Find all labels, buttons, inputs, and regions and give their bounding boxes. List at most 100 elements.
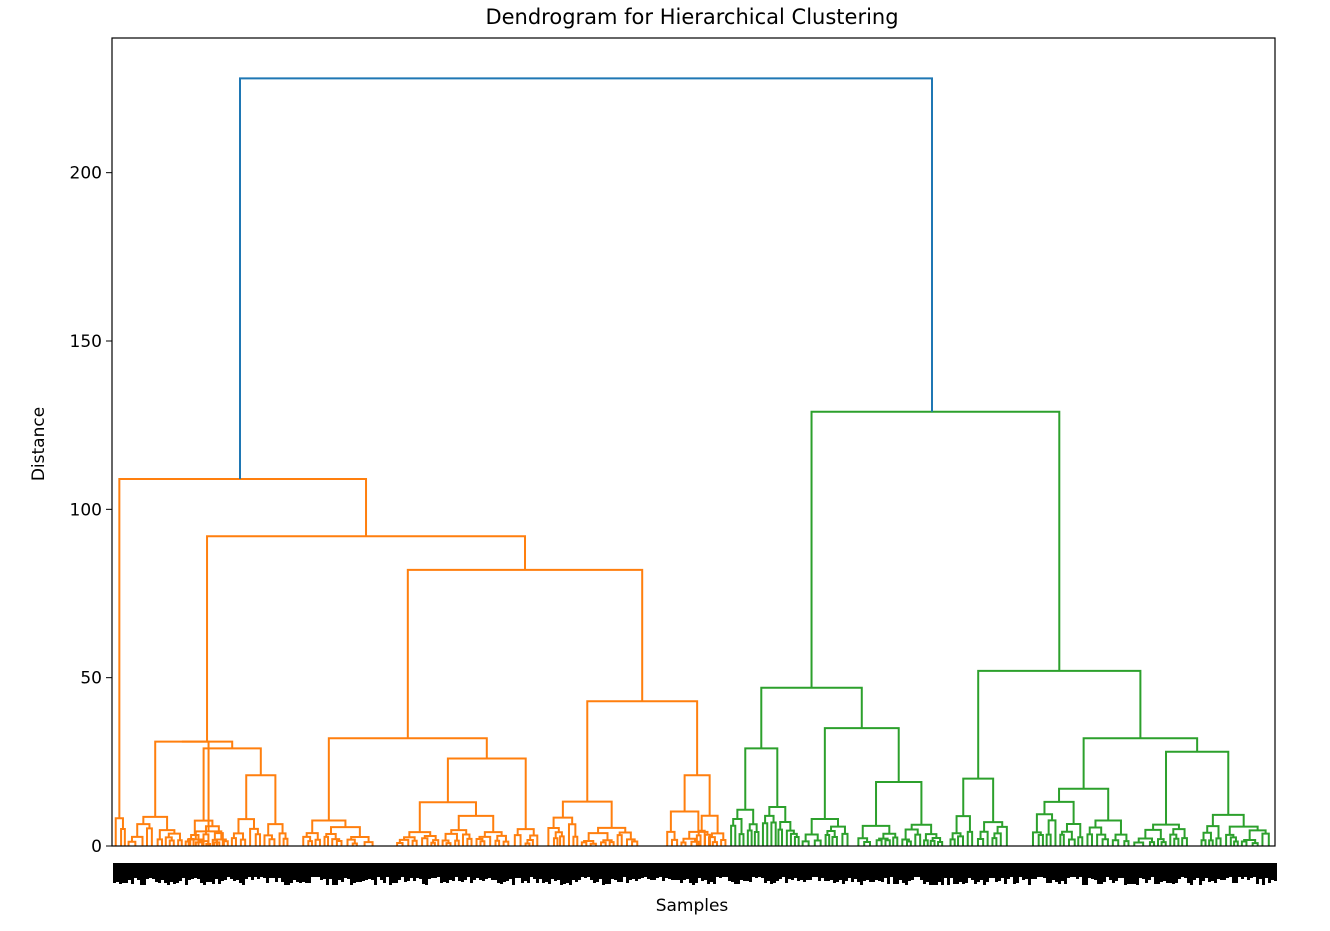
x-tick-label bbox=[1262, 863, 1265, 885]
dendrogram-link bbox=[931, 837, 942, 842]
x-tick-label bbox=[1115, 863, 1118, 881]
x-tick-label bbox=[140, 863, 143, 885]
dendrogram-link bbox=[206, 535, 527, 742]
x-tick-label bbox=[539, 863, 542, 879]
x-tick-label bbox=[524, 863, 527, 881]
x-tick-label bbox=[338, 863, 341, 880]
x-tick-label bbox=[380, 863, 383, 880]
x-tick-label bbox=[911, 863, 914, 880]
x-tick-label bbox=[1244, 863, 1247, 877]
x-tick-label bbox=[329, 863, 332, 879]
dendrogram-link bbox=[430, 841, 436, 846]
x-tick-label bbox=[1118, 863, 1121, 878]
dendrogram-link bbox=[1215, 837, 1222, 846]
dendrogram-link bbox=[738, 833, 745, 846]
x-tick-label bbox=[1160, 863, 1163, 882]
dendrogram-link bbox=[670, 838, 679, 846]
x-tick-label bbox=[659, 863, 662, 877]
x-tick-label bbox=[737, 863, 740, 884]
x-tick-label bbox=[356, 863, 359, 882]
dendrogram-link bbox=[314, 838, 321, 846]
x-tick-label bbox=[713, 863, 716, 884]
x-tick-label bbox=[344, 863, 347, 878]
dendrogram-link bbox=[711, 841, 718, 846]
dendrogram-link bbox=[861, 824, 891, 839]
x-tick-label bbox=[209, 863, 212, 882]
dendrogram-link bbox=[892, 836, 899, 846]
x-tick-label bbox=[197, 863, 200, 879]
x-tick-label bbox=[698, 863, 701, 878]
x-tick-label bbox=[731, 863, 734, 882]
x-tick-label bbox=[566, 863, 569, 883]
dendrogram-link bbox=[127, 840, 137, 846]
x-tick-label bbox=[1139, 863, 1142, 878]
dendrogram-link bbox=[732, 817, 743, 835]
x-tick-label bbox=[1040, 863, 1043, 877]
dendrogram-link bbox=[1101, 838, 1109, 846]
x-tick-label bbox=[410, 863, 413, 878]
x-tick-label bbox=[536, 863, 539, 883]
dendrogram-link bbox=[993, 832, 1002, 846]
x-tick-label bbox=[797, 863, 800, 881]
x-tick-label bbox=[848, 863, 851, 878]
x-tick-label bbox=[515, 863, 518, 878]
dendrogram-link bbox=[597, 826, 627, 834]
dendrogram-link bbox=[1251, 842, 1259, 846]
dendrogram-link bbox=[323, 835, 330, 846]
y-tick-label: 150 bbox=[70, 332, 102, 352]
x-tick-label bbox=[176, 863, 179, 883]
x-tick-label bbox=[491, 863, 494, 880]
x-tick-label bbox=[767, 863, 770, 881]
x-tick-label bbox=[116, 863, 119, 882]
x-tick-label bbox=[1256, 863, 1259, 884]
dendrogram-link bbox=[1123, 840, 1130, 846]
dendrogram-link bbox=[1086, 833, 1093, 846]
x-tick-label bbox=[890, 863, 893, 877]
x-tick-label bbox=[332, 863, 335, 885]
x-tick-label bbox=[554, 863, 557, 881]
x-tick-label bbox=[821, 863, 824, 878]
x-tick-label bbox=[1259, 863, 1262, 879]
x-tick-label bbox=[569, 863, 572, 885]
dendrogram-link bbox=[1181, 837, 1188, 846]
x-tick-label bbox=[1205, 863, 1208, 878]
x-tick-label bbox=[212, 863, 215, 884]
dendrogram-link bbox=[680, 841, 687, 846]
x-tick-label bbox=[830, 863, 833, 880]
x-tick-label bbox=[1016, 863, 1019, 883]
x-tick-label bbox=[581, 863, 584, 877]
dendrogram-links bbox=[114, 77, 1270, 846]
x-tick-label bbox=[833, 863, 836, 883]
x-tick-label bbox=[1124, 863, 1127, 885]
x-tick-label bbox=[263, 863, 266, 878]
dendrogram-link bbox=[923, 839, 929, 846]
x-tick-label bbox=[905, 863, 908, 885]
x-tick-label bbox=[1163, 863, 1166, 881]
x-tick-label bbox=[1268, 863, 1271, 883]
x-tick-label bbox=[293, 863, 296, 880]
x-tick-label bbox=[1208, 863, 1211, 882]
x-tick-label bbox=[866, 863, 869, 880]
x-tick-label bbox=[173, 863, 176, 884]
dendrogram-link bbox=[882, 832, 897, 839]
x-tick-label bbox=[500, 863, 503, 884]
dendrogram-link bbox=[239, 77, 933, 480]
x-tick-label bbox=[962, 863, 965, 884]
x-tick-label bbox=[446, 863, 449, 883]
x-tick-label bbox=[908, 863, 911, 881]
x-tick-label bbox=[851, 863, 854, 882]
x-tick-label bbox=[479, 863, 482, 880]
dendrogram-link bbox=[254, 833, 262, 846]
x-tick-label bbox=[1061, 863, 1064, 881]
x-tick-label bbox=[233, 863, 236, 881]
x-tick-label bbox=[590, 863, 593, 880]
x-tick-label bbox=[1142, 863, 1145, 879]
dendrogram-link bbox=[586, 700, 699, 802]
dendrogram-link bbox=[305, 832, 319, 840]
dendrogram-link bbox=[1058, 787, 1110, 821]
x-tick-label bbox=[947, 863, 950, 885]
x-tick-label bbox=[1022, 863, 1025, 880]
x-tick-label bbox=[440, 863, 443, 883]
x-tick-label bbox=[143, 863, 146, 885]
dendrogram-link bbox=[616, 834, 623, 846]
